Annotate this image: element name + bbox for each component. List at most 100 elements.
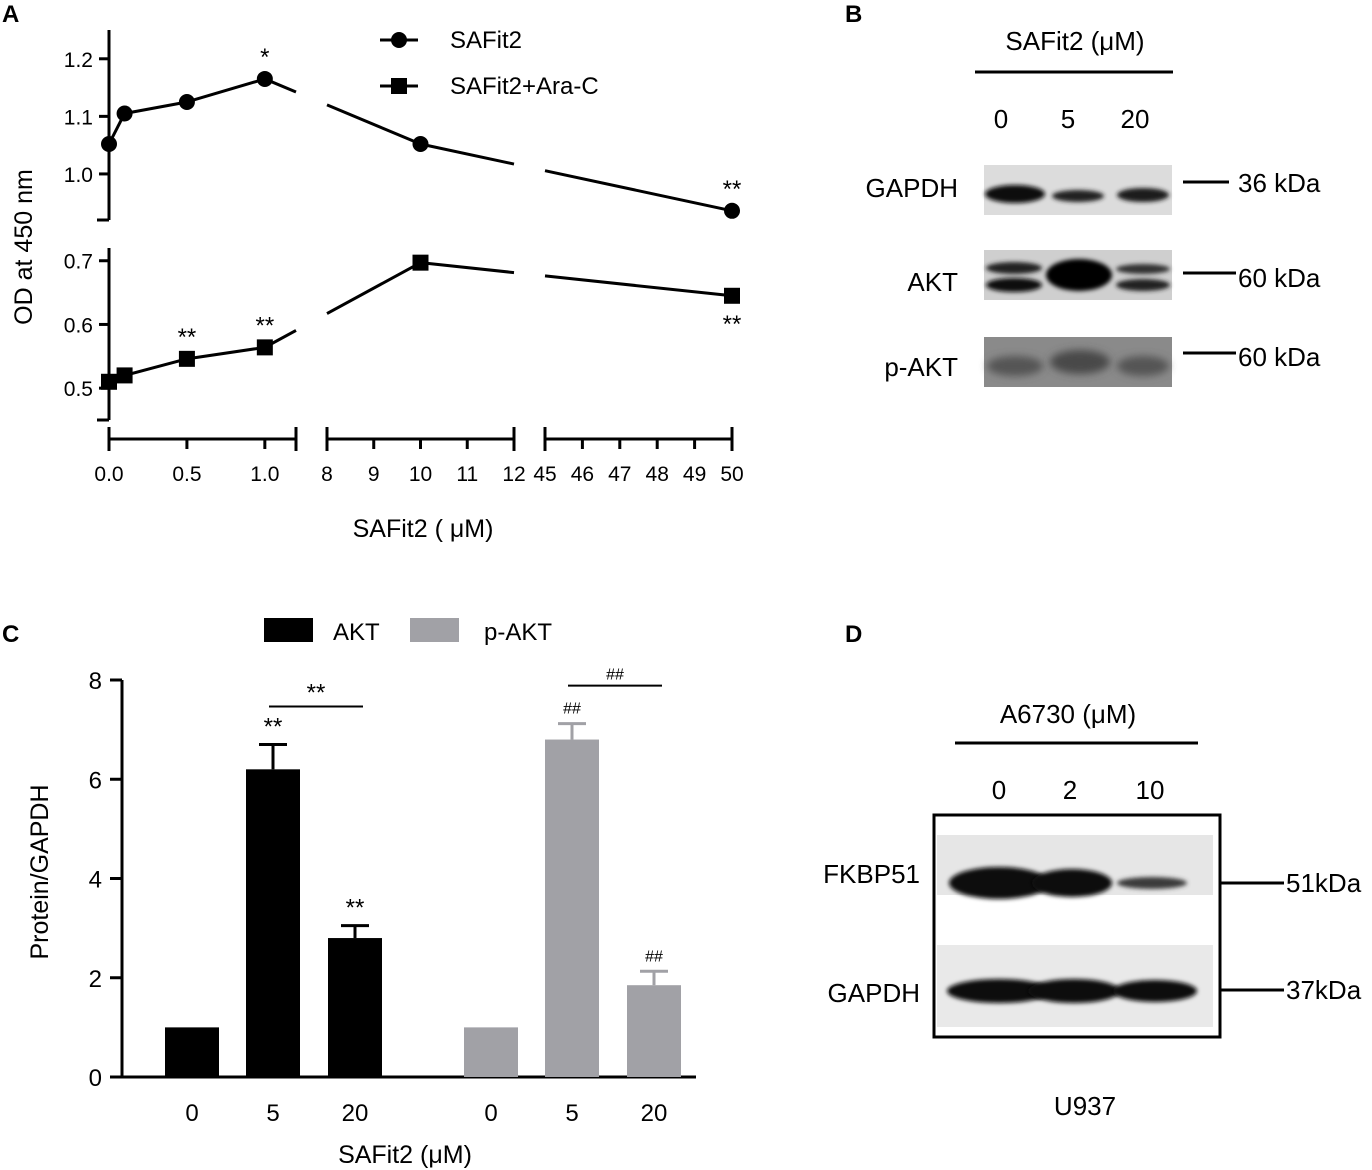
y-tick-label: 8 bbox=[89, 668, 102, 695]
blot-d-size-gapdh: 37kDa bbox=[1286, 975, 1362, 1005]
y-tick-label: 2 bbox=[89, 966, 102, 993]
legend-marker-circle bbox=[391, 32, 407, 48]
significance-label: ** bbox=[178, 324, 197, 351]
series-line-1 bbox=[124, 357, 188, 377]
x-tick-label: 46 bbox=[571, 463, 594, 486]
blot-d-strip-gapdh bbox=[937, 945, 1213, 1027]
blot-d-lane-0: 0 bbox=[992, 775, 1006, 805]
blot-d-cell-line: U937 bbox=[1054, 1091, 1116, 1121]
series-line-0 bbox=[326, 103, 422, 146]
significance-label: ** bbox=[264, 714, 283, 741]
bar-p-akt-5 bbox=[545, 739, 599, 1077]
data-point-safit2 bbox=[116, 105, 133, 122]
blot-b-lane-0: 0 bbox=[994, 104, 1008, 134]
panel-label-b: B bbox=[845, 1, 862, 28]
y-tick-label: 1.0 bbox=[64, 164, 93, 187]
significance-label: ## bbox=[645, 948, 663, 965]
chart-c-tick-labels: 0 2 4 6 8 0 5 20 0 5 20 bbox=[89, 668, 668, 1127]
x-tick-label: 48 bbox=[646, 463, 669, 486]
data-point-safit2-arac bbox=[101, 373, 117, 390]
blot-d-header: A6730 (μM) bbox=[1000, 699, 1136, 729]
x-tick-label: 1.0 bbox=[250, 463, 279, 486]
y-tick-label: 1.2 bbox=[64, 49, 93, 72]
x-tick-label: 11 bbox=[456, 463, 478, 486]
significance-label: ** bbox=[346, 895, 365, 922]
y-tick-label: 0.7 bbox=[64, 251, 93, 274]
blot-d-size-fkbp51: 51kDa bbox=[1286, 868, 1362, 898]
bar-akt-0 bbox=[165, 1027, 219, 1077]
bar-akt-5 bbox=[246, 769, 300, 1077]
x-tick-label: 45 bbox=[533, 463, 556, 486]
blot-d-lane-2: 10 bbox=[1136, 775, 1165, 805]
bar-chart-c: 0 2 4 6 8 0 5 20 0 5 20 ** ** ## ## ** ## SAFit2 (μM) P… bbox=[26, 618, 696, 1169]
data-point-safit2-arac bbox=[724, 287, 740, 304]
x-tick-label: 5 bbox=[266, 1100, 279, 1127]
x-tick-label: 5 bbox=[565, 1100, 578, 1127]
legend-swatch-p-akt bbox=[410, 618, 459, 642]
x-tick-label: 50 bbox=[720, 463, 743, 486]
chart-c-x-axis-label: SAFit2 (μM) bbox=[338, 1141, 472, 1169]
line-chart-a: 0.5 0.6 0.7 1.0 1.1 1.2 0.0 0.5 1.0 8 9 10 11 12 45 46 4… bbox=[10, 27, 744, 543]
blot-b-row-label-p-akt: p-AKT bbox=[884, 352, 958, 382]
chart-a-tick-labels: 0.5 0.6 0.7 1.0 1.1 1.2 0.0 0.5 1.0 8 9 10 11 12 45 46 4… bbox=[64, 49, 744, 486]
series-line-0 bbox=[544, 169, 733, 213]
data-point-safit2 bbox=[256, 70, 273, 87]
significance-label: ** bbox=[723, 176, 742, 203]
blot-b-size-akt: 60 kDa bbox=[1238, 263, 1321, 293]
significance-label: * bbox=[260, 44, 269, 71]
x-tick-label: 12 bbox=[502, 463, 525, 486]
bracket-label: ## bbox=[606, 667, 624, 684]
chart-a-axes bbox=[97, 30, 734, 451]
significance-label: ## bbox=[563, 701, 581, 718]
series-line-0 bbox=[420, 142, 515, 166]
x-tick-label: 20 bbox=[342, 1100, 369, 1127]
blot-d-row-label-fkbp51: FKBP51 bbox=[823, 859, 920, 889]
data-point-safit2-arac bbox=[178, 350, 195, 367]
chart-a-lines bbox=[107, 77, 733, 384]
data-point-safit2 bbox=[178, 93, 195, 110]
data-point-safit2-arac bbox=[412, 254, 429, 271]
data-point-safit2 bbox=[412, 136, 429, 152]
data-point-safit2 bbox=[101, 136, 117, 152]
blot-b-lane-1: 5 bbox=[1061, 104, 1075, 134]
blot-b-strip-akt bbox=[984, 250, 1172, 300]
blot-b-lane-2: 20 bbox=[1121, 104, 1150, 134]
blot-b-size-p-akt: 60 kDa bbox=[1238, 342, 1321, 372]
x-tick-label: 0 bbox=[484, 1100, 497, 1127]
blot-b-size-gapdh: 36 kDa bbox=[1238, 168, 1321, 198]
legend-label-safit2-arac: SAFit2+Ara-C bbox=[450, 73, 599, 100]
blot-b-strip-gapdh bbox=[984, 165, 1172, 215]
x-tick-label: 49 bbox=[683, 463, 706, 486]
chart-a-y-axis-label: OD at 450 nm bbox=[10, 169, 38, 325]
panel-label-c: C bbox=[2, 621, 19, 648]
x-tick-label: 0.0 bbox=[94, 463, 123, 486]
legend-marker-square bbox=[391, 78, 407, 94]
series-line-1 bbox=[326, 261, 422, 315]
bar-p-akt-20 bbox=[627, 985, 681, 1077]
data-point-safit2 bbox=[724, 202, 740, 219]
legend-swatch-akt bbox=[264, 618, 313, 642]
panel-label-a: A bbox=[2, 1, 19, 28]
significance-label: ** bbox=[255, 312, 274, 339]
blot-d-strip-fkbp51 bbox=[937, 835, 1213, 899]
x-tick-label: 0.5 bbox=[172, 463, 201, 486]
chart-a-annotations: ***** ** ** bbox=[178, 44, 742, 351]
chart-a-x-axis-label: SAFit2 ( μM) bbox=[353, 515, 494, 543]
y-tick-label: 0.6 bbox=[64, 314, 93, 337]
chart-c-bars bbox=[165, 739, 681, 1077]
blot-d-lane-1: 2 bbox=[1063, 775, 1077, 805]
y-tick-label: 4 bbox=[89, 867, 102, 894]
series-line-0 bbox=[186, 77, 266, 104]
bar-akt-20 bbox=[328, 938, 382, 1077]
panel-label-d: D bbox=[845, 621, 862, 648]
bar-p-akt-0 bbox=[464, 1027, 518, 1077]
blot-b-row-label-akt: AKT bbox=[907, 267, 958, 297]
series-line-1 bbox=[420, 261, 515, 275]
chart-c-axes bbox=[110, 678, 696, 1079]
significance-label: ** bbox=[723, 311, 742, 338]
data-point-safit2-arac bbox=[116, 367, 133, 384]
western-blot-b: SAFit2 (μM) 0 5 20 GAPDH AKT p-AKT bbox=[866, 26, 1321, 387]
y-tick-label: 6 bbox=[89, 767, 102, 794]
series-line-0 bbox=[124, 100, 188, 115]
series-line-1 bbox=[186, 345, 266, 361]
